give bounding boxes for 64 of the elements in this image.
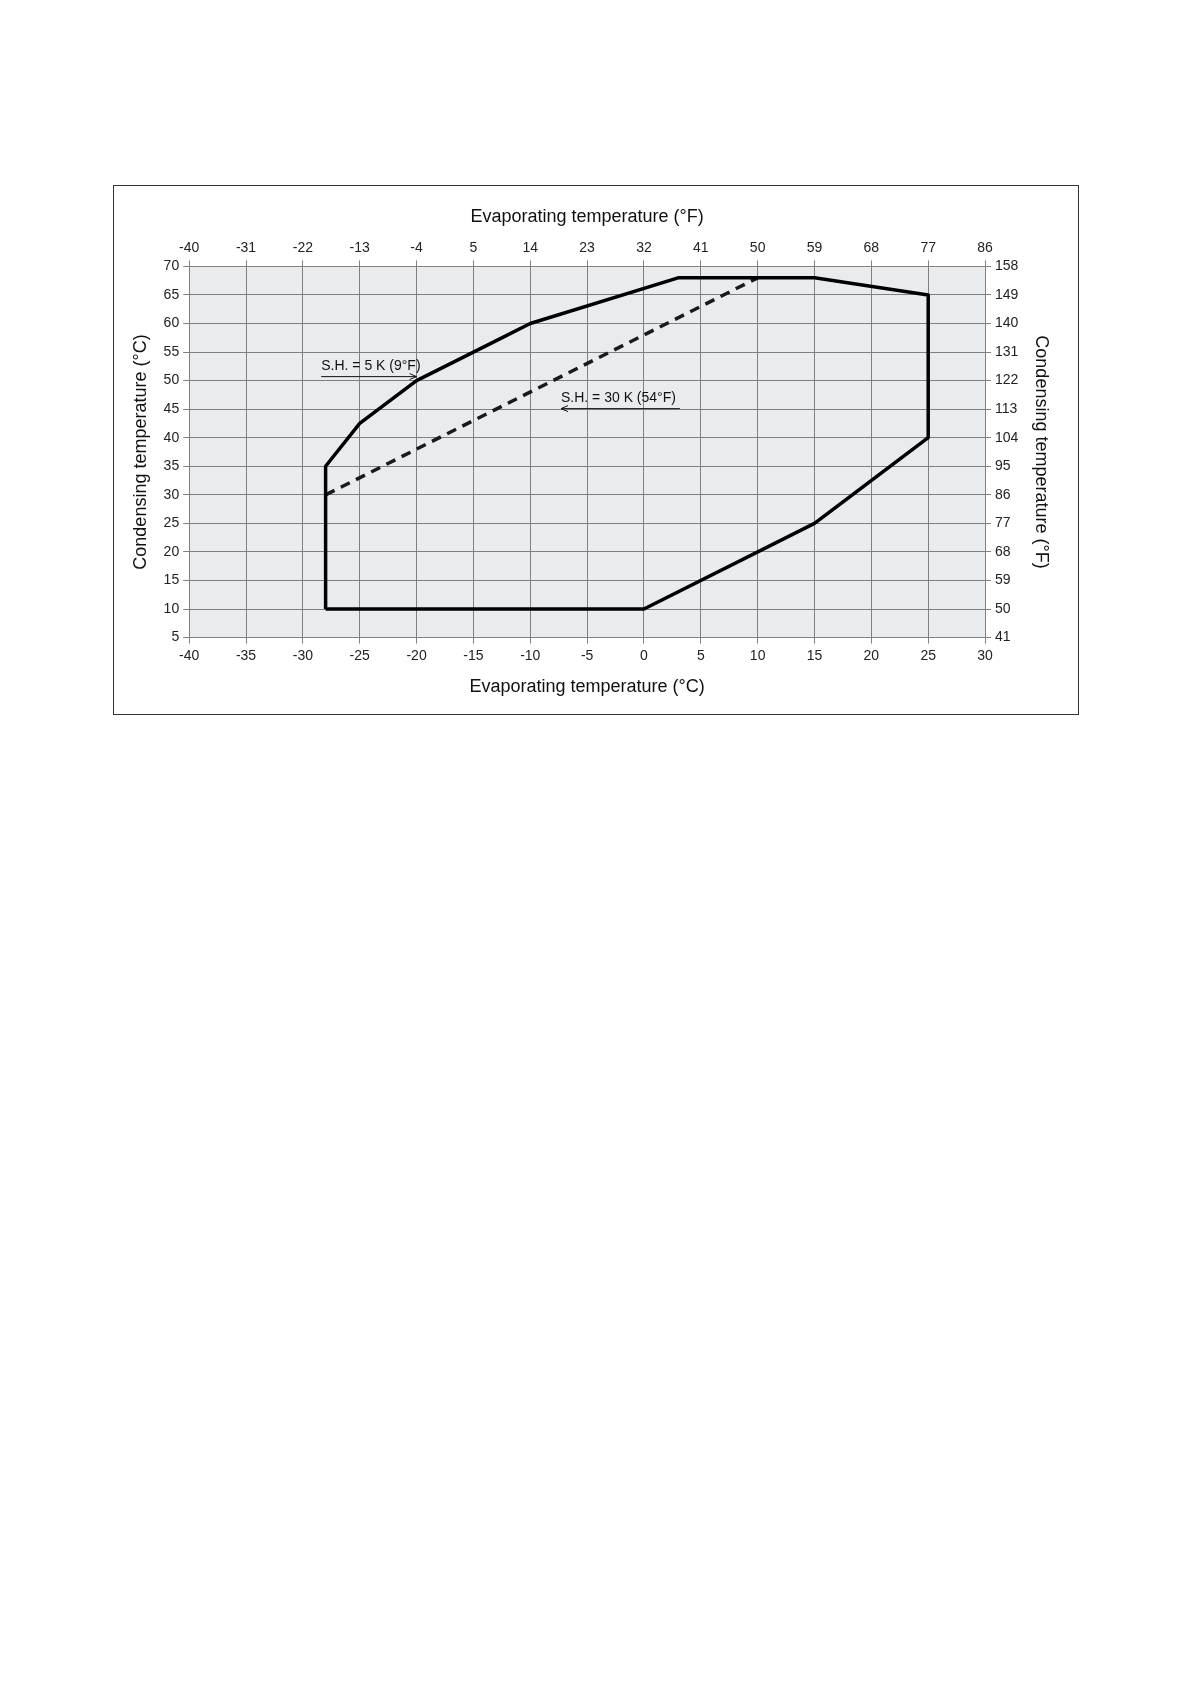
annotation: S.H. = 30 K (54°F): [561, 389, 676, 406]
x-tick-label: 15: [806, 646, 823, 663]
x2-tick-label: 5: [469, 238, 478, 255]
x2-tick-label: 59: [806, 238, 823, 255]
y2-tick-label: 86: [995, 485, 1011, 502]
y2-tick-label: 158: [995, 257, 1019, 274]
x-tick-label: -20: [406, 646, 427, 663]
y2-tick-label: 131: [995, 342, 1019, 359]
x-axis-title: Evaporating temperature (°C): [469, 676, 705, 697]
x2-tick-label: 77: [920, 238, 937, 255]
x-tick-label: -25: [349, 646, 371, 663]
y-tick-label: 15: [163, 571, 180, 588]
y-tick-label: 55: [163, 342, 180, 359]
x2-tick-label: -13: [349, 238, 371, 255]
y2-tick-label: 59: [995, 571, 1011, 588]
x2-tick-label: 32: [636, 238, 652, 255]
y-tick-label: 70: [163, 257, 180, 274]
y2-tick-label: 140: [995, 314, 1019, 331]
x2-axis-title: Evaporating temperature (°F): [470, 205, 704, 226]
x2-tick-label: 50: [749, 238, 766, 255]
y-tick-label: 30: [163, 485, 180, 502]
y2-tick-label: 122: [995, 371, 1019, 388]
x-tick-label: -40: [179, 646, 200, 663]
y2-axis-title: Condensing temperature (°F): [1032, 335, 1053, 569]
y2-tick-label: 41: [995, 628, 1011, 645]
y-tick-label: 40: [163, 428, 180, 445]
x2-tick-label: 41: [693, 238, 709, 255]
x2-tick-label: -22: [292, 238, 314, 255]
x2-tick-label: -40: [179, 238, 200, 255]
y-tick-label: 20: [163, 542, 180, 559]
y-tick-label: 50: [163, 371, 180, 388]
x-tick-label: -10: [520, 646, 541, 663]
y-tick-label: 35: [163, 457, 180, 474]
y-tick-label: 60: [163, 314, 180, 331]
x-tick-label: -30: [292, 646, 314, 663]
y-tick-label: 65: [163, 285, 180, 302]
y2-tick-label: 104: [995, 428, 1019, 445]
y-tick-label: 45: [163, 400, 180, 417]
x2-tick-label: 23: [579, 238, 596, 255]
y-axis-title: Condensing temperature (°C): [129, 334, 150, 570]
x-tick-label: -35: [235, 646, 257, 663]
x2-tick-label: 14: [522, 238, 539, 255]
y-tick-label: 25: [163, 514, 180, 531]
x-tick-label: 30: [977, 646, 994, 663]
x-tick-label: 0: [640, 646, 649, 663]
y-tick-label: 5: [171, 628, 180, 645]
y2-tick-label: 95: [995, 457, 1011, 474]
x-tick-label: 25: [920, 646, 937, 663]
x-tick-label: 5: [696, 646, 705, 663]
y2-tick-label: 149: [995, 285, 1019, 302]
y-tick-label: 10: [163, 599, 180, 616]
x2-tick-label: -31: [235, 238, 257, 255]
y2-tick-label: 113: [995, 400, 1018, 417]
x2-tick-label: 86: [977, 238, 994, 255]
annotation: S.H. = 5 K (9°F): [321, 357, 421, 374]
x-tick-label: -15: [463, 646, 484, 663]
y2-tick-label: 77: [995, 514, 1011, 531]
x-tick-label: 20: [863, 646, 880, 663]
x2-tick-label: -4: [410, 238, 423, 255]
y2-tick-label: 50: [995, 599, 1011, 616]
x-tick-label: -5: [580, 646, 594, 663]
x-tick-label: 10: [749, 646, 766, 663]
x2-tick-label: 68: [863, 238, 880, 255]
y2-tick-label: 68: [995, 542, 1011, 559]
